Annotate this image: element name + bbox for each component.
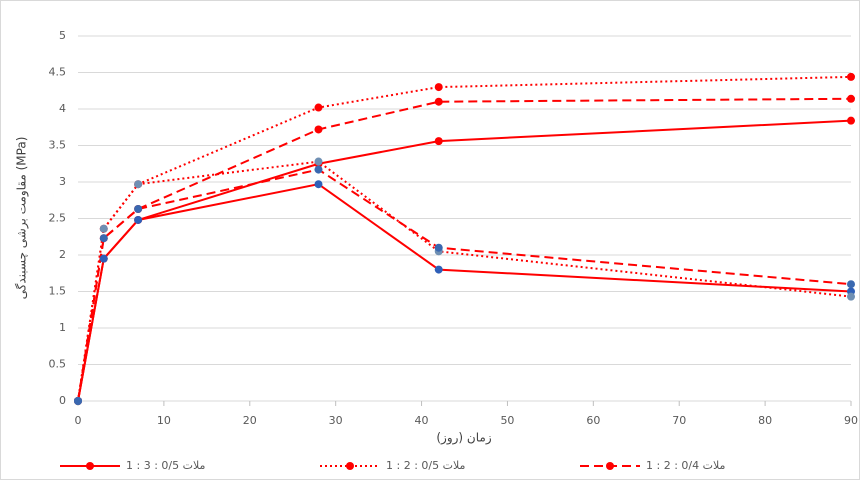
x-tick-label: 50 — [500, 414, 514, 427]
data-point — [847, 280, 855, 289]
data-point — [134, 180, 143, 189]
x-tick-label: 20 — [243, 414, 257, 427]
data-point — [434, 137, 443, 146]
y-tick-label: 4.5 — [49, 66, 67, 79]
data-point — [434, 265, 443, 274]
legend-label: ملات 0/5 : 2 : 1 — [386, 459, 466, 472]
data-point — [847, 94, 855, 103]
series-line — [77, 160, 852, 402]
y-axis-label: مقاومت برشی چسبندگی (MPa) — [15, 137, 30, 300]
data-point — [314, 165, 323, 174]
x-tick-label: 10 — [157, 414, 171, 427]
data-point — [434, 97, 443, 106]
y-tick-label: 4 — [59, 102, 66, 115]
y-tick-label: 2 — [59, 248, 66, 261]
x-tick-label: 30 — [329, 414, 343, 427]
series-line — [77, 183, 852, 402]
y-tick-label: 2.5 — [49, 212, 67, 225]
legend-label: ملات 0/4 : 2 : 1 — [646, 459, 726, 472]
data-point — [99, 234, 108, 243]
x-tick-label: 80 — [758, 414, 772, 427]
legend-marker — [86, 462, 94, 470]
data-point — [314, 125, 323, 134]
legend-marker — [606, 462, 614, 470]
data-point — [314, 103, 323, 112]
data-point — [134, 205, 143, 214]
y-tick-label: 0 — [59, 394, 66, 407]
data-point — [134, 215, 143, 224]
data-point — [99, 224, 108, 233]
series-line — [77, 168, 852, 402]
data-point — [847, 72, 855, 81]
x-axis-label: زمان (روز) — [436, 431, 491, 446]
x-tick-label: 90 — [844, 414, 858, 427]
x-tick-label: 40 — [415, 414, 429, 427]
y-tick-label: 3.5 — [49, 139, 67, 152]
y-tick-label: 1.5 — [49, 285, 67, 298]
data-point — [434, 243, 443, 252]
series-line — [77, 97, 852, 402]
data-point — [74, 397, 82, 405]
data-point — [847, 116, 855, 125]
data-point — [314, 180, 323, 189]
y-tick-label: 5 — [59, 29, 66, 42]
legend-marker — [346, 462, 354, 470]
y-tick-label: 0.5 — [49, 358, 67, 371]
y-tick-label: 1 — [59, 321, 66, 334]
x-tick-label: 0 — [75, 414, 82, 427]
data-point — [847, 292, 855, 301]
data-point — [314, 157, 323, 166]
y-tick-label: 3 — [59, 175, 66, 188]
x-tick-label: 70 — [672, 414, 686, 427]
legend-label: ملات 0/5 : 3 : 1 — [126, 459, 206, 472]
data-point — [434, 83, 443, 92]
x-tick-label: 60 — [586, 414, 600, 427]
data-point — [99, 254, 108, 263]
